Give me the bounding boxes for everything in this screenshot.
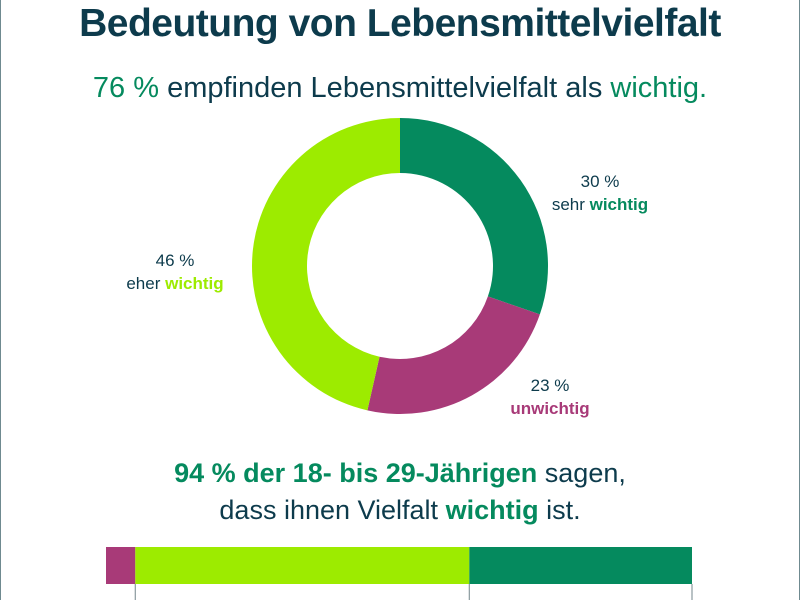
label-word: wichtig — [589, 195, 649, 214]
label-pct: 30 % — [580, 172, 620, 191]
note-text: dass ihnen Vielfalt — [219, 495, 446, 525]
label-prefix: sehr — [551, 195, 590, 214]
subtitle: 76 % empfinden Lebensmittelvielfalt als … — [0, 72, 800, 105]
donut-slice-1 — [367, 296, 540, 414]
donut-slice-2 — [251, 118, 400, 411]
page-title: Bedeutung von Lebensmittelvielfalt — [79, 2, 721, 45]
subtitle-highlight: wichtig. — [610, 72, 708, 104]
bar-segment-1 — [135, 547, 470, 584]
label-word: wichtig — [165, 274, 224, 293]
label-pct: 23 % — [530, 376, 570, 395]
bar-segment-0 — [106, 547, 136, 584]
donut-slice-0 — [400, 118, 548, 315]
label-unwichtig: 23 % unwichtig — [490, 374, 610, 420]
bar-segment-2 — [469, 547, 692, 584]
stacked-bar — [106, 547, 693, 600]
donut-chart — [251, 118, 548, 414]
note-bold: 94 % der 18- bis 29-Jährigen — [174, 458, 538, 488]
label-pct: 46 % — [155, 251, 195, 270]
label-word: unwichtig — [510, 399, 590, 418]
label-sehr-wichtig: 30 % sehr wichtig — [540, 170, 660, 216]
note-text: sagen, — [537, 458, 626, 488]
note-text: ist. — [538, 495, 581, 525]
note-bold: wichtig — [445, 495, 539, 525]
subtitle-pct: 76 % — [92, 72, 160, 104]
note: 94 % der 18- bis 29-Jährigen sagen, dass… — [0, 455, 800, 529]
subtitle-text: empfinden Lebensmittelvielfalt als — [159, 72, 611, 104]
label-prefix: eher — [126, 274, 166, 293]
label-eher-wichtig: 46 % eher wichtig — [110, 249, 240, 295]
